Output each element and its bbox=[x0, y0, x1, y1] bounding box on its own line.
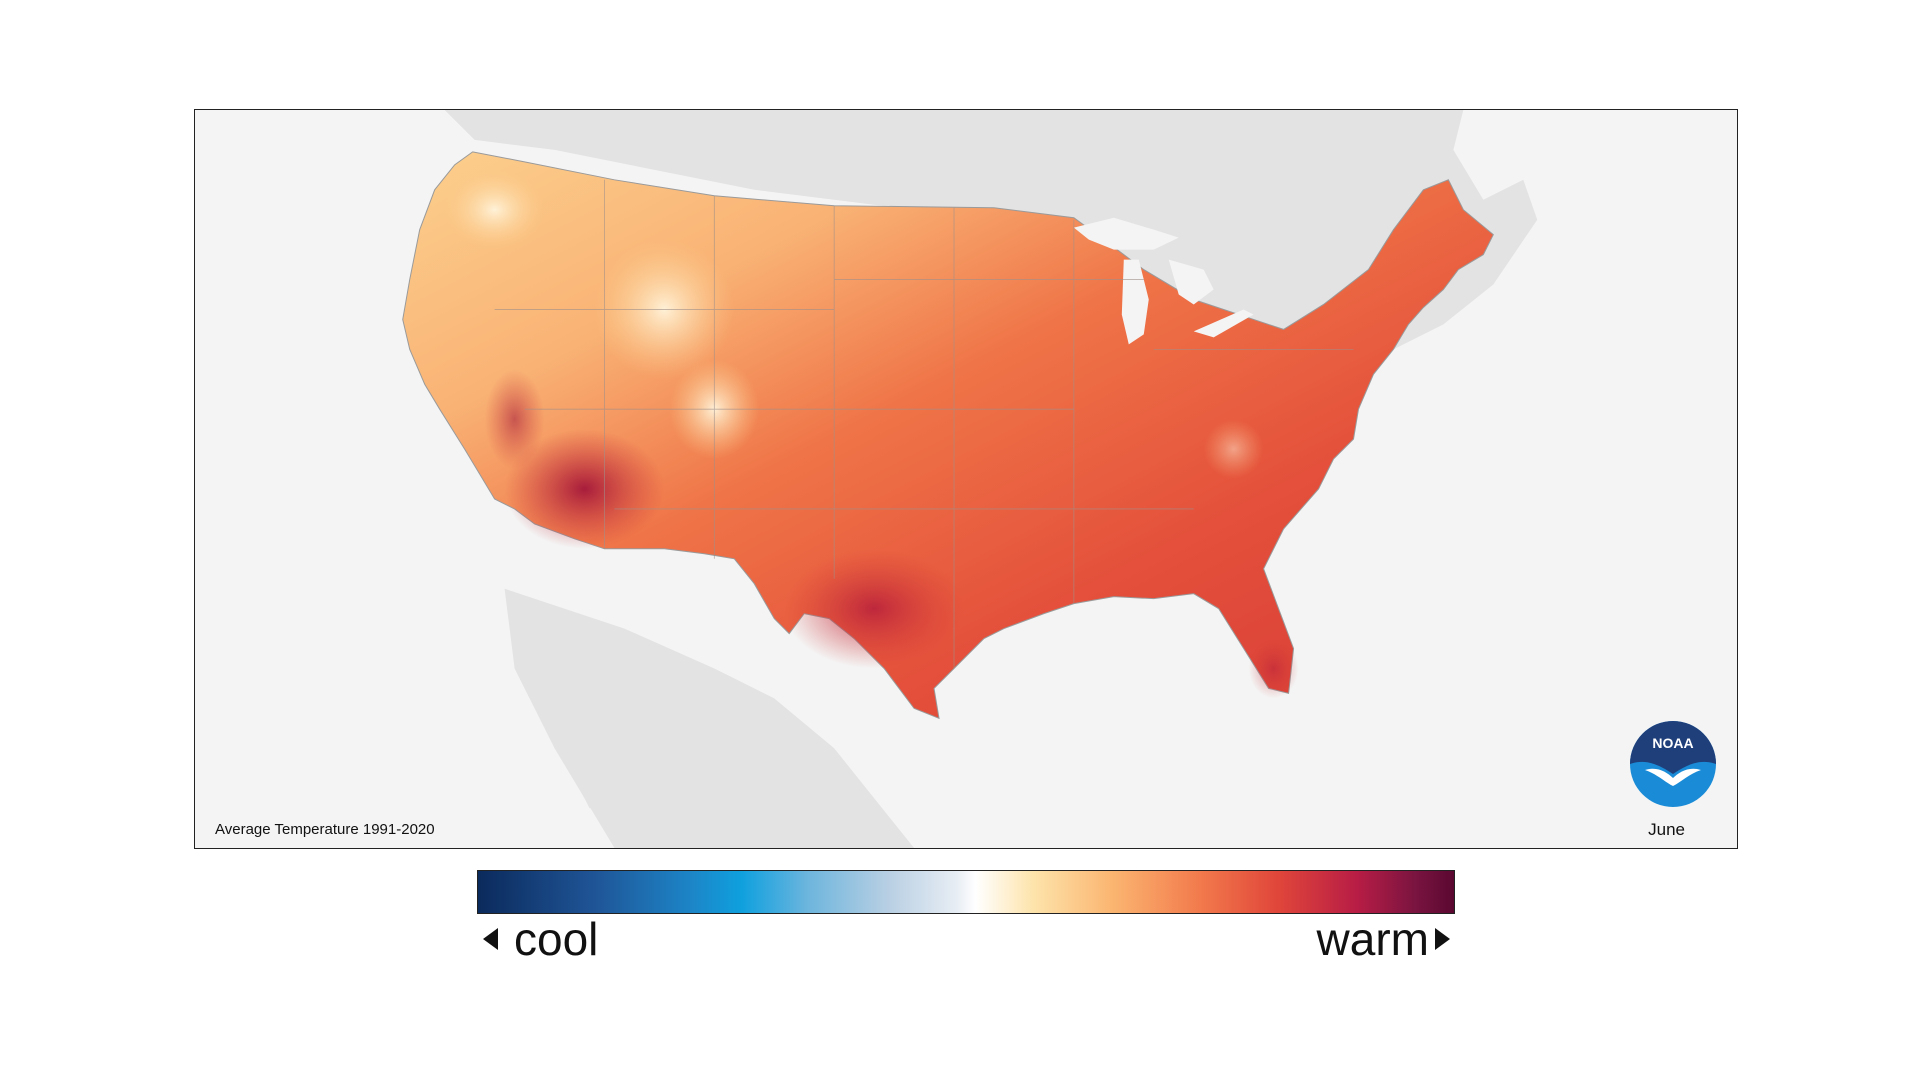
hot-desert bbox=[484, 369, 545, 470]
temperature-map: NOAA Average Temperature 1991-2020 June bbox=[194, 109, 1738, 849]
color-scale-bar bbox=[477, 870, 1455, 914]
month-label: June bbox=[1648, 820, 1685, 839]
map-caption: Average Temperature 1991-2020 bbox=[215, 821, 435, 838]
baja-land bbox=[514, 598, 605, 809]
noaa-logo: NOAA bbox=[1629, 720, 1717, 808]
noaa-logo-text: NOAA bbox=[1652, 735, 1693, 751]
cool-northwest bbox=[444, 169, 545, 250]
lake-huron bbox=[1168, 259, 1214, 305]
right-arrow-icon bbox=[1435, 928, 1450, 950]
hot-texas bbox=[784, 548, 965, 669]
lake-erie bbox=[1193, 309, 1254, 338]
lake-michigan bbox=[1121, 259, 1149, 345]
legend-warm: warm bbox=[1317, 912, 1450, 966]
cool-appalachia bbox=[1203, 419, 1264, 479]
lake-superior bbox=[1073, 217, 1179, 250]
hot-southwest bbox=[504, 429, 665, 549]
legend-cool-label: cool bbox=[514, 913, 599, 965]
state-borders bbox=[494, 179, 1354, 669]
hot-florida bbox=[1248, 638, 1299, 699]
legend-warm-label: warm bbox=[1316, 913, 1429, 965]
map-graphic bbox=[402, 110, 1538, 848]
mexico-land bbox=[504, 588, 915, 848]
left-arrow-icon bbox=[483, 928, 498, 950]
legend-cool: cool bbox=[483, 912, 598, 966]
